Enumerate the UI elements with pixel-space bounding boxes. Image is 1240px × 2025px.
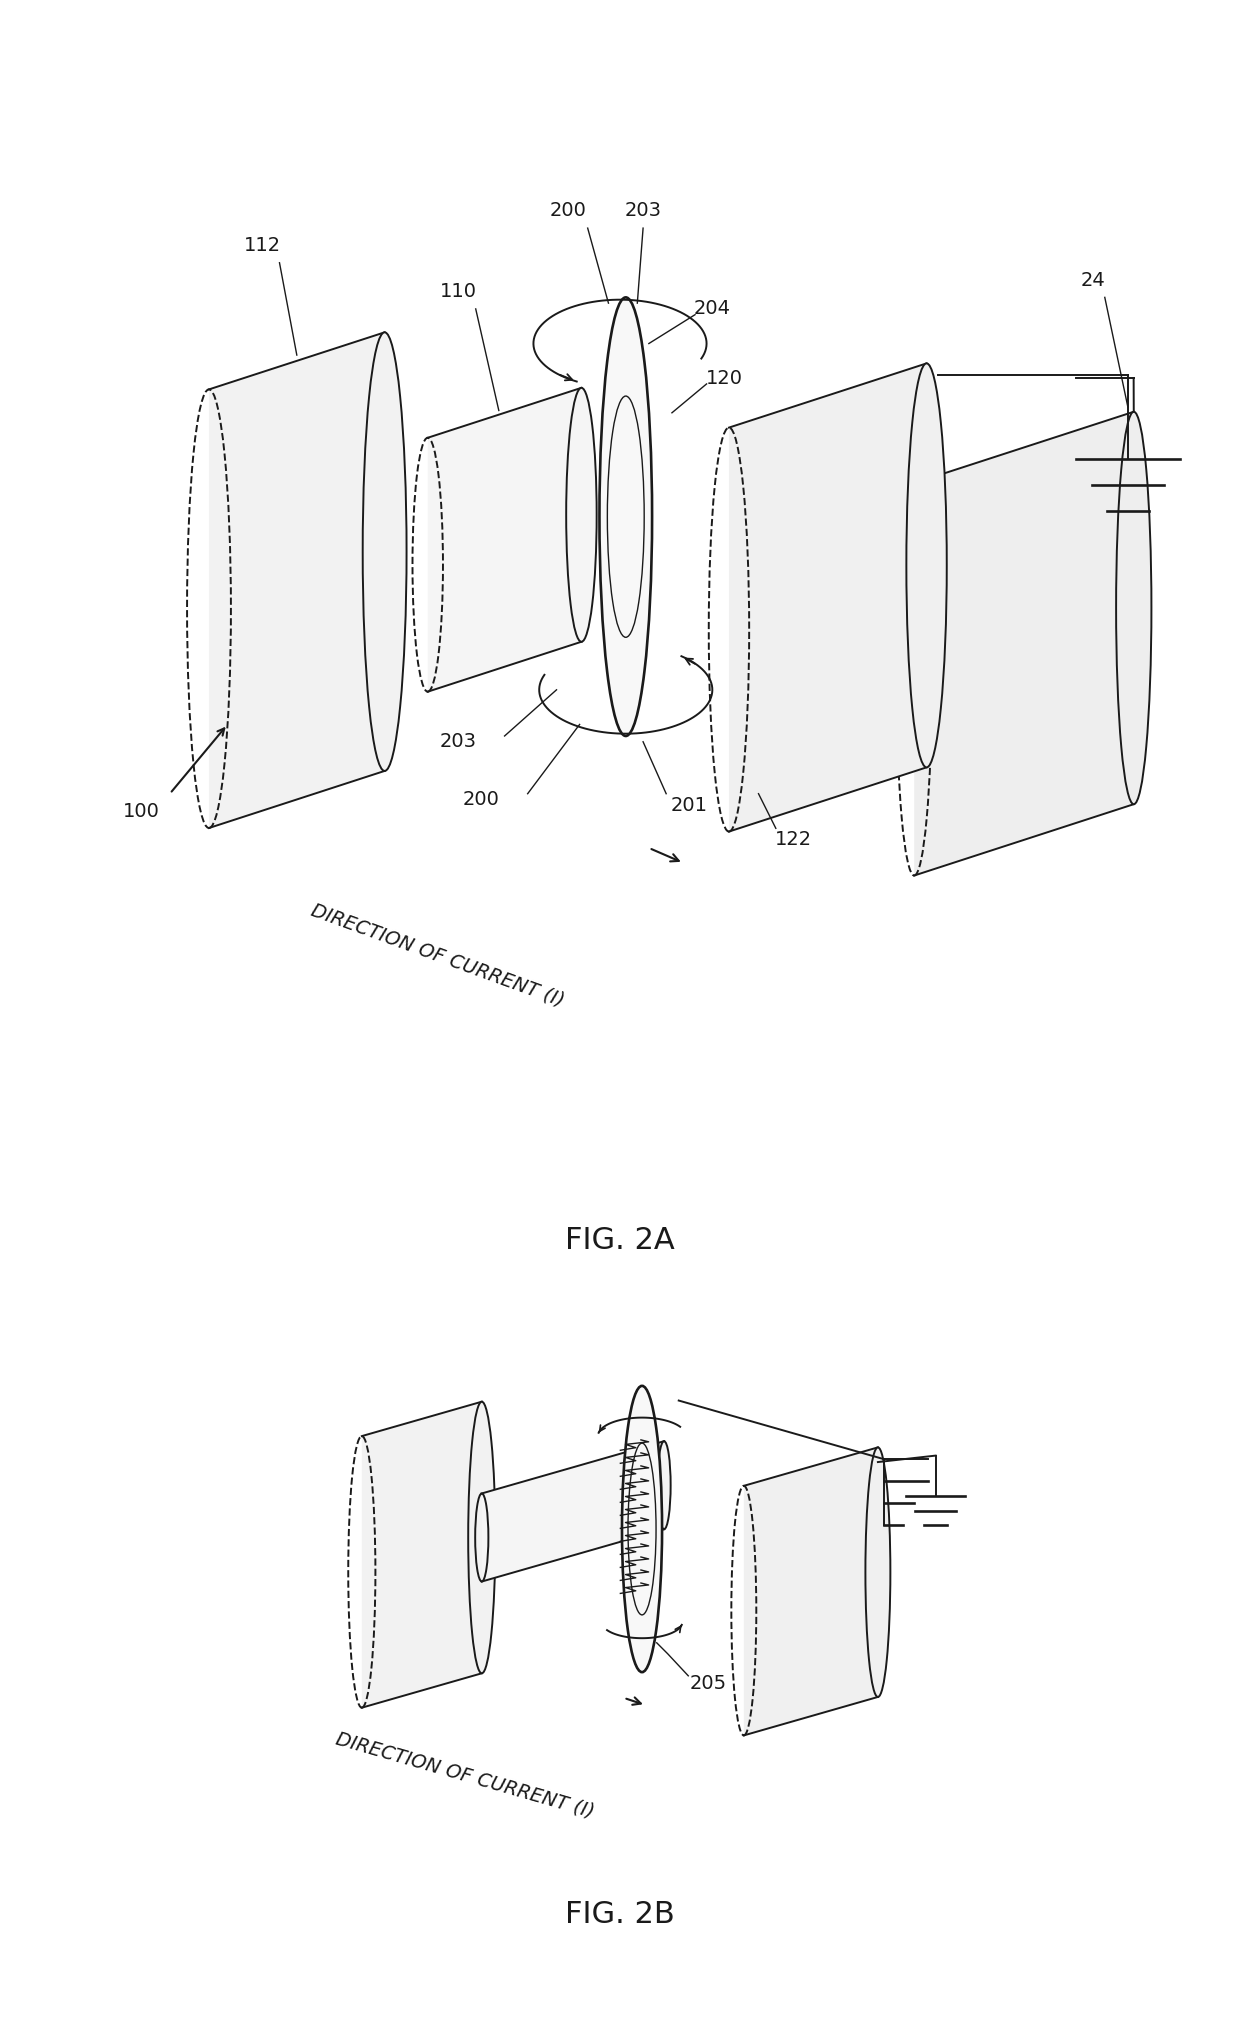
Ellipse shape xyxy=(599,298,652,735)
Polygon shape xyxy=(744,1448,878,1735)
Ellipse shape xyxy=(362,332,407,772)
Text: 112: 112 xyxy=(243,237,280,255)
Ellipse shape xyxy=(622,1385,662,1673)
Ellipse shape xyxy=(1116,411,1152,804)
Text: 110: 110 xyxy=(440,281,477,302)
Text: 204: 204 xyxy=(694,300,730,318)
Polygon shape xyxy=(482,1442,665,1582)
Polygon shape xyxy=(362,1401,482,1707)
Ellipse shape xyxy=(866,1448,890,1697)
Text: DIRECTION OF CURRENT (I): DIRECTION OF CURRENT (I) xyxy=(309,901,567,1010)
Text: 120: 120 xyxy=(706,369,743,387)
Text: 201: 201 xyxy=(671,796,708,814)
Text: 24: 24 xyxy=(1081,271,1106,290)
Text: 122: 122 xyxy=(775,830,812,848)
Text: 200: 200 xyxy=(463,790,500,808)
Polygon shape xyxy=(914,411,1133,875)
Text: 200: 200 xyxy=(549,200,587,221)
Ellipse shape xyxy=(657,1442,671,1529)
Polygon shape xyxy=(428,389,582,693)
Text: FIG. 2A: FIG. 2A xyxy=(565,1225,675,1256)
Text: 203: 203 xyxy=(625,200,662,221)
Ellipse shape xyxy=(469,1401,495,1673)
Polygon shape xyxy=(210,332,384,828)
Text: DIRECTION OF CURRENT (I): DIRECTION OF CURRENT (I) xyxy=(334,1729,596,1820)
Text: 100: 100 xyxy=(123,802,160,820)
Text: 205: 205 xyxy=(689,1673,727,1693)
Ellipse shape xyxy=(567,389,596,642)
Ellipse shape xyxy=(906,362,947,767)
Text: 203: 203 xyxy=(440,733,477,751)
Text: FIG. 2B: FIG. 2B xyxy=(565,1899,675,1930)
Polygon shape xyxy=(729,362,926,832)
